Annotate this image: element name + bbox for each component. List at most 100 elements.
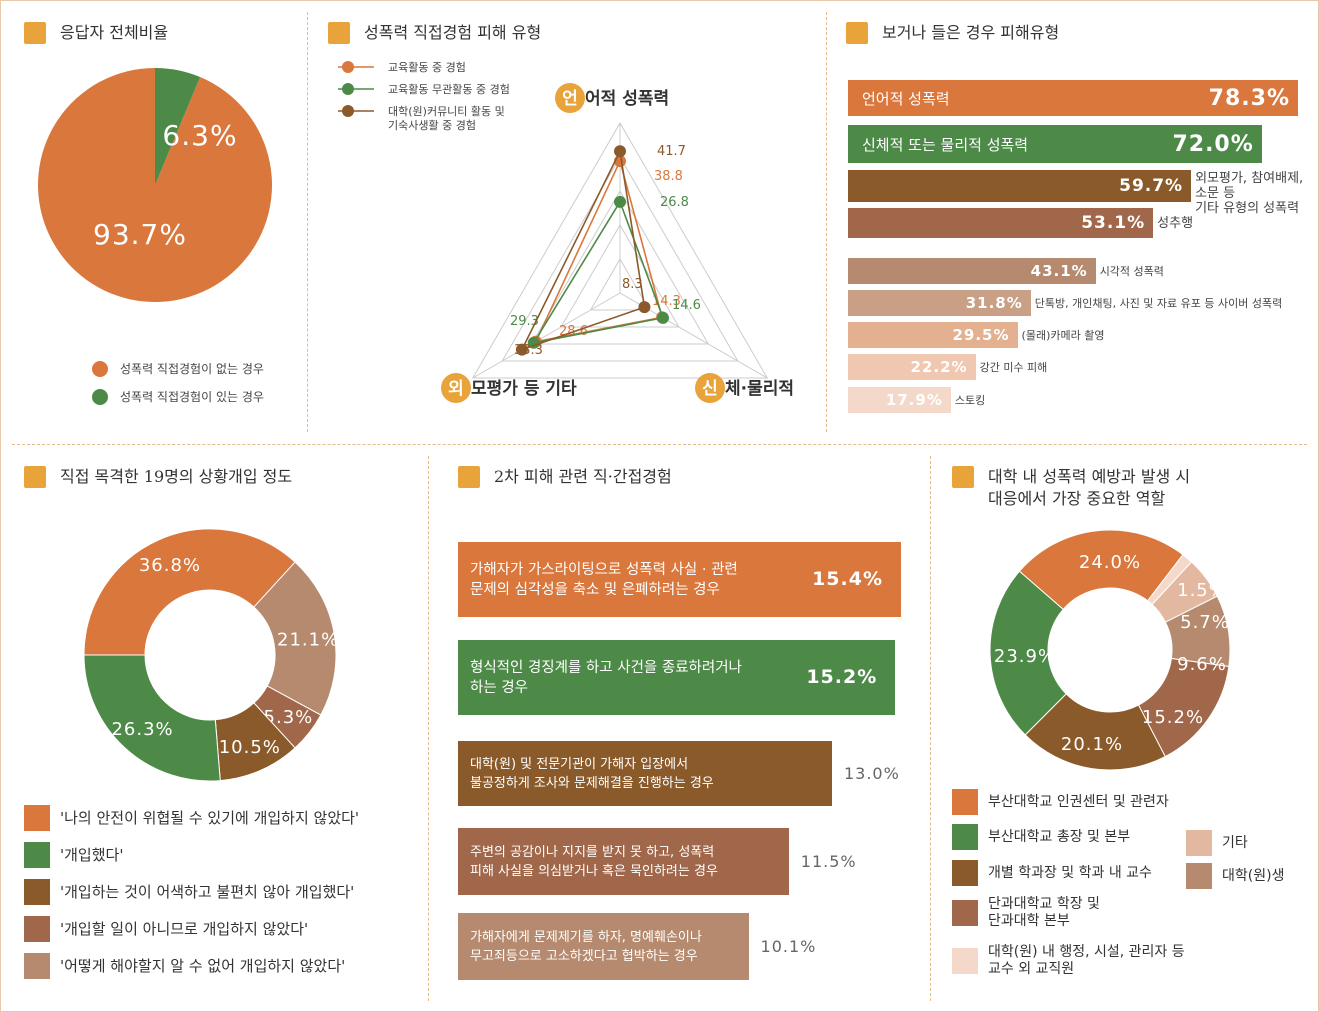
bar: 가해자가 가스라이팅으로 성폭력 사실 · 관련 문제의 심각성을 축소 및 은… [458,542,901,617]
bar: 29.5% [848,322,1018,348]
axis-label: 언 어적 성폭력 [555,83,669,113]
legend-swatch [952,948,978,974]
panel-title-text: 대학 내 성폭력 예방과 발생 시 대응에서 가장 중요한 역할 [988,467,1191,508]
legend-item: '개입하는 것이 어색하고 불편치 않아 개입했다' [24,879,354,905]
data-label: 21.1% [277,630,339,651]
legend-item: 성폭력 직접경험이 있는 경우 [92,388,264,405]
bar: 언어적 성폭력 78.3% [848,80,1298,116]
data-label: 6.3% [162,119,237,152]
bar-label: (몰래)카메라 촬영 [1021,328,1105,342]
legend-label: 성폭력 직접경험이 없는 경우 [120,362,264,376]
data-label: 9.6% [1177,654,1227,675]
data-label: 17.9% [885,391,943,409]
data-label: 10.1% [760,936,817,956]
legend-item: 부산대학교 총장 및 본부 [952,824,1130,850]
legend-label: 개별 학과장 및 학과 내 교수 [988,864,1152,881]
bar-label: 언어적 성폭력 [862,89,950,108]
title-marker [952,466,974,488]
divider [307,12,308,432]
legend-swatch [952,860,978,886]
data-label: 38.8 [654,169,683,184]
legend-label: 부산대학교 인권센터 및 관련자 [988,793,1169,810]
panel-title-text: 성폭력 직접경험 피해 유형 [364,23,542,42]
legend-item: 대학(원) 내 행정, 시설, 관리자 등 교수 외 교직원 [952,944,1185,978]
radar-series-line [520,148,646,352]
bar-label: 강간 미수 피해 [979,360,1048,374]
legend-item: '개입할 일이 아니므로 개입하지 않았다' [24,916,308,942]
legend-swatch [1186,830,1212,856]
bar-label: 대학(원) 및 전문기관이 가해자 입장에서 불공정하게 조사와 문제해결을 진… [470,756,714,791]
donut-chart: 36.8% 21.1% 5.3% 10.5% 26.3% [83,528,339,782]
data-label: 22.2% [910,358,968,376]
legend-swatch [92,360,108,377]
legend-label: 교육활동 중 경험 [388,60,466,74]
data-label: 5.7% [1180,612,1230,633]
data-label: 14.3 [652,294,681,309]
legend-swatch [24,953,50,979]
data-label: 31.8% [965,294,1023,312]
bar-label: 성추행 [1157,215,1194,231]
bar: 31.8% [848,290,1031,316]
legend-label: '개입할 일이 아니므로 개입하지 않았다' [60,919,309,938]
title-marker [24,22,46,44]
pie-slice [38,68,273,302]
legend-label: 성폭력 직접경험이 있는 경우 [120,390,264,404]
data-label: 10.5% [219,737,281,758]
legend-label: '개입했다' [60,845,124,864]
divider [930,456,931,1001]
panel-title: 2차 피해 관련 직·간접경험 [458,466,672,488]
data-label: 26.3% [111,719,173,740]
panel-title: 직접 목격한 19명의 상황개입 정도 [24,466,292,488]
legend-swatch [24,916,50,942]
data-label: 14.6 [672,298,701,313]
legend-label: 기숙사생활 중 경험 [388,118,476,132]
divider [428,456,429,1001]
donut-slice [83,654,221,782]
data-label: 23.9% [994,646,1056,667]
axis-label: 외 모평가 등 기타 [441,373,577,403]
bar: 신체적 또는 물리적 성폭력 72.0% [848,125,1262,163]
radar-series-line [532,200,665,344]
legend-item: 개별 학과장 및 학과 내 교수 [952,860,1152,886]
legend-label: 대학(원)커뮤니티 활동 및 [388,104,505,118]
axis-label-text: 모평가 등 기타 [471,379,577,399]
axis-label-text: 체·물리적 [725,379,794,399]
bar-label: 스토킹 [954,393,986,407]
data-label: 20.1% [1061,734,1123,755]
pie-chart: 93.7% 6.3% [38,68,273,302]
radar-grid [471,121,769,379]
legend-item: 기타 [1186,830,1248,856]
divider [826,12,827,432]
legend-swatch [952,824,978,850]
axis-badge-text: 언 [562,89,578,109]
legend-label: '개입하는 것이 어색하고 불편치 않아 개입했다' [60,882,355,901]
bar: 17.9% [848,387,951,413]
data-label: 41.7 [657,144,686,159]
legend-swatch [24,805,50,831]
legend-label: '어떻게 해야할지 알 수 없어 개입하지 않았다' [60,956,346,975]
data-label: 8.3 [622,277,643,292]
donut-chart: 24.0% 1.5% 5.7% 9.6% 15.2% 20.1% 23.9% [989,529,1231,771]
legend-label: 단과대학교 학장 및 단과대학 본부 [988,896,1100,929]
legend-item: 부산대학교 인권센터 및 관련자 [952,789,1169,815]
donut-slice [1018,529,1184,611]
legend-swatch [952,789,978,815]
legend-label: '나의 안전이 위협될 수 있기에 개입하지 않았다' [60,808,360,827]
radar-chart: 38.814.328.626.814.629.341.78.333.3언 어적 성… [338,60,794,403]
legend-item: 대학(원)생 [1186,863,1284,889]
data-label: 29.5% [952,326,1010,344]
bar-label: 가해자가 가스라이팅으로 성폭력 사실 · 관련 문제의 심각성을 축소 및 은… [470,561,738,598]
legend-swatch [342,61,354,73]
bar-label: 형식적인 경징계를 하고 사건을 종료하려거나 하는 경우 [470,659,742,696]
title-marker [24,466,46,488]
data-label: 53.1% [1081,213,1146,233]
radar-grid [560,224,680,328]
radar-point [614,145,626,158]
panel-title: 대학 내 성폭력 예방과 발생 시 대응에서 가장 중요한 역할 [952,466,1190,510]
donut-slice [1024,693,1166,771]
panel-title-text: 2차 피해 관련 직·간접경험 [494,467,672,486]
axis-badge [695,373,725,403]
legend-item: 성폭력 직접경험이 없는 경우 [92,360,264,377]
legend-swatch [24,842,50,868]
panel-title: 성폭력 직접경험 피해 유형 [328,22,541,44]
